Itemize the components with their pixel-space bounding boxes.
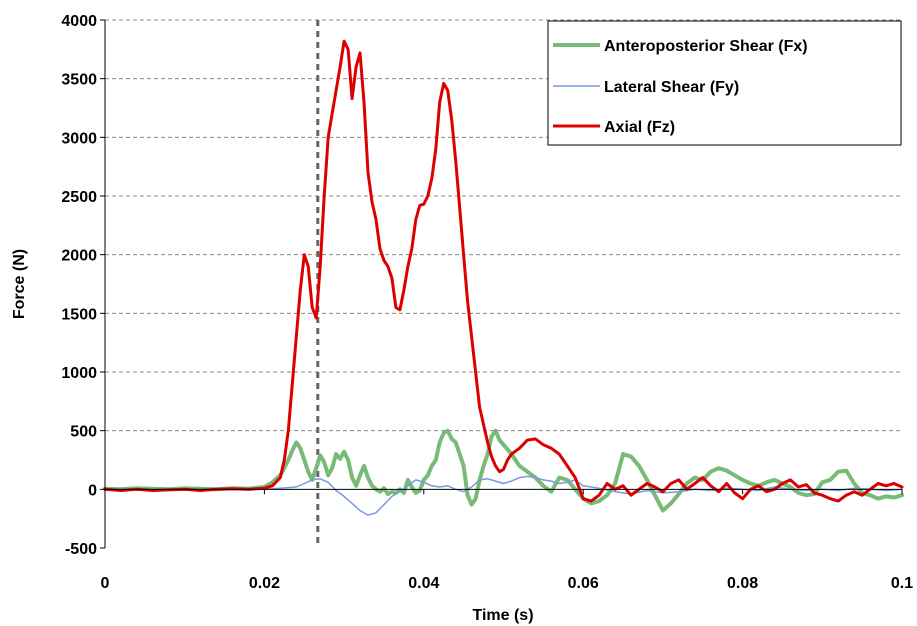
y-tick-labels: -500 0 500 1000 1500 2000 2500 3000 3500 4000 [61,13,97,558]
y-tick-label-8: 3500 [61,72,97,89]
x-tick-label-4: 0.08 [727,575,758,592]
legend-label-fx: Anteroposterior Shear (Fx) [604,38,808,55]
x-tick-label-1: 0.02 [249,575,280,592]
y-tick-label-4: 1500 [61,306,97,323]
legend-label-fz: Axial (Fz) [604,119,675,136]
legend: Anteroposterior Shear (Fx) Lateral Shear… [547,20,902,146]
series-line-2 [103,39,904,503]
x-tick-labels: 0 0.02 0.04 0.06 0.08 0.1 [101,575,914,592]
y-tick-label-5: 2000 [61,248,97,265]
x-tick-label-0: 0 [101,575,110,592]
y-tick-label-9: 4000 [61,13,97,30]
y-tick-label-1: 0 [88,482,97,499]
y-tick-label-2: 500 [70,424,97,441]
x-tick-label-3: 0.06 [568,575,599,592]
legend-box [547,20,902,146]
x-tick-label-2: 0.04 [408,575,439,592]
y-tick-label-6: 2500 [61,189,97,206]
series-line-0 [103,428,904,513]
x-axis-label: Time (s) [472,607,533,624]
legend-label-fy: Lateral Shear (Fy) [604,79,739,96]
axes [100,19,903,549]
x-tick-label-5: 0.1 [891,575,913,592]
y-axis-label: Force (N) [11,249,28,319]
y-tick-label-0: -500 [65,541,97,558]
y-tick-label-7: 3000 [61,130,97,147]
y-tick-label-3: 1000 [61,365,97,382]
